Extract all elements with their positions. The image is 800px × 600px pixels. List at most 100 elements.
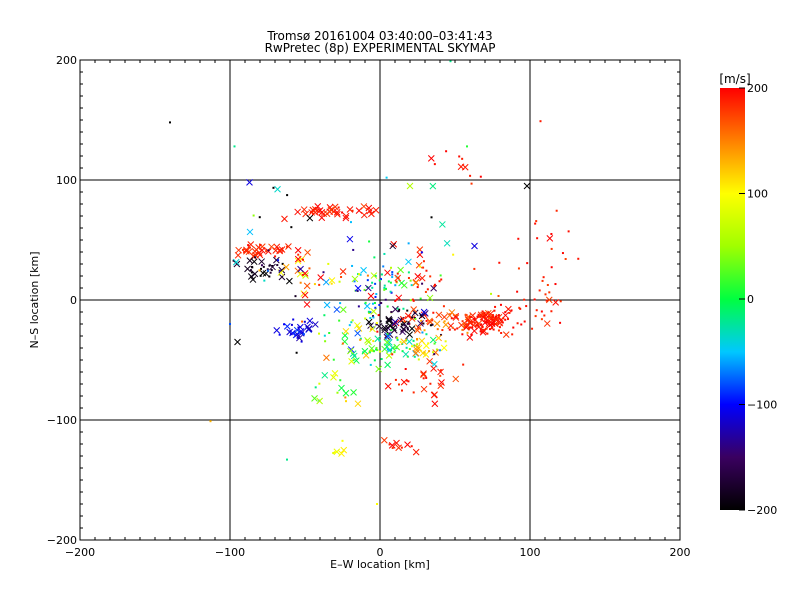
scatter-dot (476, 322, 479, 325)
scatter-cross (402, 350, 410, 358)
scatter-dot (391, 273, 394, 276)
scatter-dot (366, 279, 369, 282)
scatter-dot (300, 340, 303, 343)
scatter-dot (407, 380, 410, 383)
scatter-dot (414, 317, 417, 320)
scatter-dot (482, 312, 485, 315)
scatter-dot (344, 396, 347, 399)
scatter-dot (397, 383, 400, 386)
scatter-dot (358, 273, 361, 276)
scatter-cross (361, 347, 369, 355)
scatter-dot (461, 320, 464, 323)
scatter-cross (383, 343, 391, 351)
scatter-dot (431, 319, 434, 322)
scatter-dot (345, 400, 348, 403)
scatter-dot (538, 289, 541, 292)
scatter-dot (249, 269, 252, 272)
scatter-cross (372, 206, 380, 214)
scatter-dot (278, 333, 281, 336)
scatter-dot (371, 349, 374, 352)
scatter-dot (266, 268, 269, 271)
scatter-dot (340, 276, 343, 279)
scatter-cross (452, 314, 460, 321)
scatter-cross (422, 342, 430, 350)
scatter-dot (406, 326, 409, 329)
scatter-cross (389, 242, 397, 250)
scatter-dot (467, 328, 470, 331)
scatter-dot (470, 333, 473, 336)
scatter-dot (554, 283, 557, 286)
scatter-cross (465, 316, 472, 323)
scatter-dot (406, 322, 409, 325)
scatter-dot (507, 318, 510, 321)
scatter-cross (301, 291, 309, 299)
scatter-dot (289, 333, 292, 336)
scatter-cross (523, 182, 531, 190)
grid-lines (80, 60, 680, 540)
scatter-dot (425, 333, 428, 336)
scatter-dot (299, 281, 302, 284)
scatter-dot (438, 349, 441, 352)
scatter-dot (480, 318, 483, 321)
scatter-dot (283, 323, 286, 326)
scatter-cross (395, 444, 402, 452)
scatter-dot (394, 299, 397, 302)
scatter-dot (462, 322, 465, 325)
scatter-dot (374, 295, 377, 298)
scatter-dot (439, 274, 442, 277)
scatter-dot (419, 297, 422, 300)
scatter-cross (408, 325, 416, 332)
scatter-dot (333, 451, 336, 454)
scatter-dot (308, 267, 311, 270)
scatter-dot (531, 327, 534, 330)
scatter-dot (338, 280, 341, 283)
scatter-cross (339, 268, 347, 275)
scatter-cross (318, 214, 326, 222)
scatter-cross (418, 274, 426, 282)
scatter-dot (324, 340, 327, 343)
scatter-dot (328, 331, 331, 334)
scatter-dot (274, 255, 277, 258)
scatter-cross (452, 375, 460, 383)
scatter-dot (400, 317, 403, 320)
scatter-dot (268, 275, 271, 278)
scatter-cross (362, 352, 370, 359)
scatter-dot (366, 274, 369, 277)
scatter-dot (383, 284, 386, 287)
scatter-dot (379, 320, 382, 323)
scatter-dot (461, 333, 464, 336)
scatter-dot (262, 265, 265, 268)
scatter-dot (276, 264, 279, 267)
scatter-dot (359, 273, 362, 276)
scatter-cross (306, 214, 314, 222)
scatter-dot (339, 302, 342, 305)
scatter-cross (235, 246, 242, 254)
scatter-dot (407, 242, 410, 245)
scatter-dot (523, 320, 526, 323)
scatter-dot (466, 145, 468, 148)
scatter-cross (405, 258, 412, 266)
scatter-dot (539, 120, 542, 123)
scatter-dot (423, 329, 426, 332)
scatter-cross (328, 277, 336, 284)
scatter-dot (412, 391, 415, 394)
scatter-dot (420, 319, 423, 322)
scatter-dot (371, 302, 374, 305)
colorbar-tick-label: 200 (747, 82, 768, 95)
scatter-cross (370, 272, 378, 279)
scatter-cross (273, 327, 281, 334)
scatter-dot (550, 310, 553, 313)
scatter-dot (441, 329, 444, 332)
scatter-dot (422, 322, 425, 325)
scatter-cross (258, 258, 265, 265)
scatter-dot (536, 237, 539, 240)
scatter-cross (234, 338, 241, 346)
scatter-dot (517, 267, 520, 270)
scatter-cross (502, 331, 510, 338)
scatter-cross (281, 215, 288, 223)
scatter-dot (249, 246, 252, 249)
scatter-dot (440, 278, 443, 281)
scatter-cross (283, 323, 291, 330)
scatter-cross (326, 204, 334, 211)
scatter-dot (470, 182, 473, 185)
